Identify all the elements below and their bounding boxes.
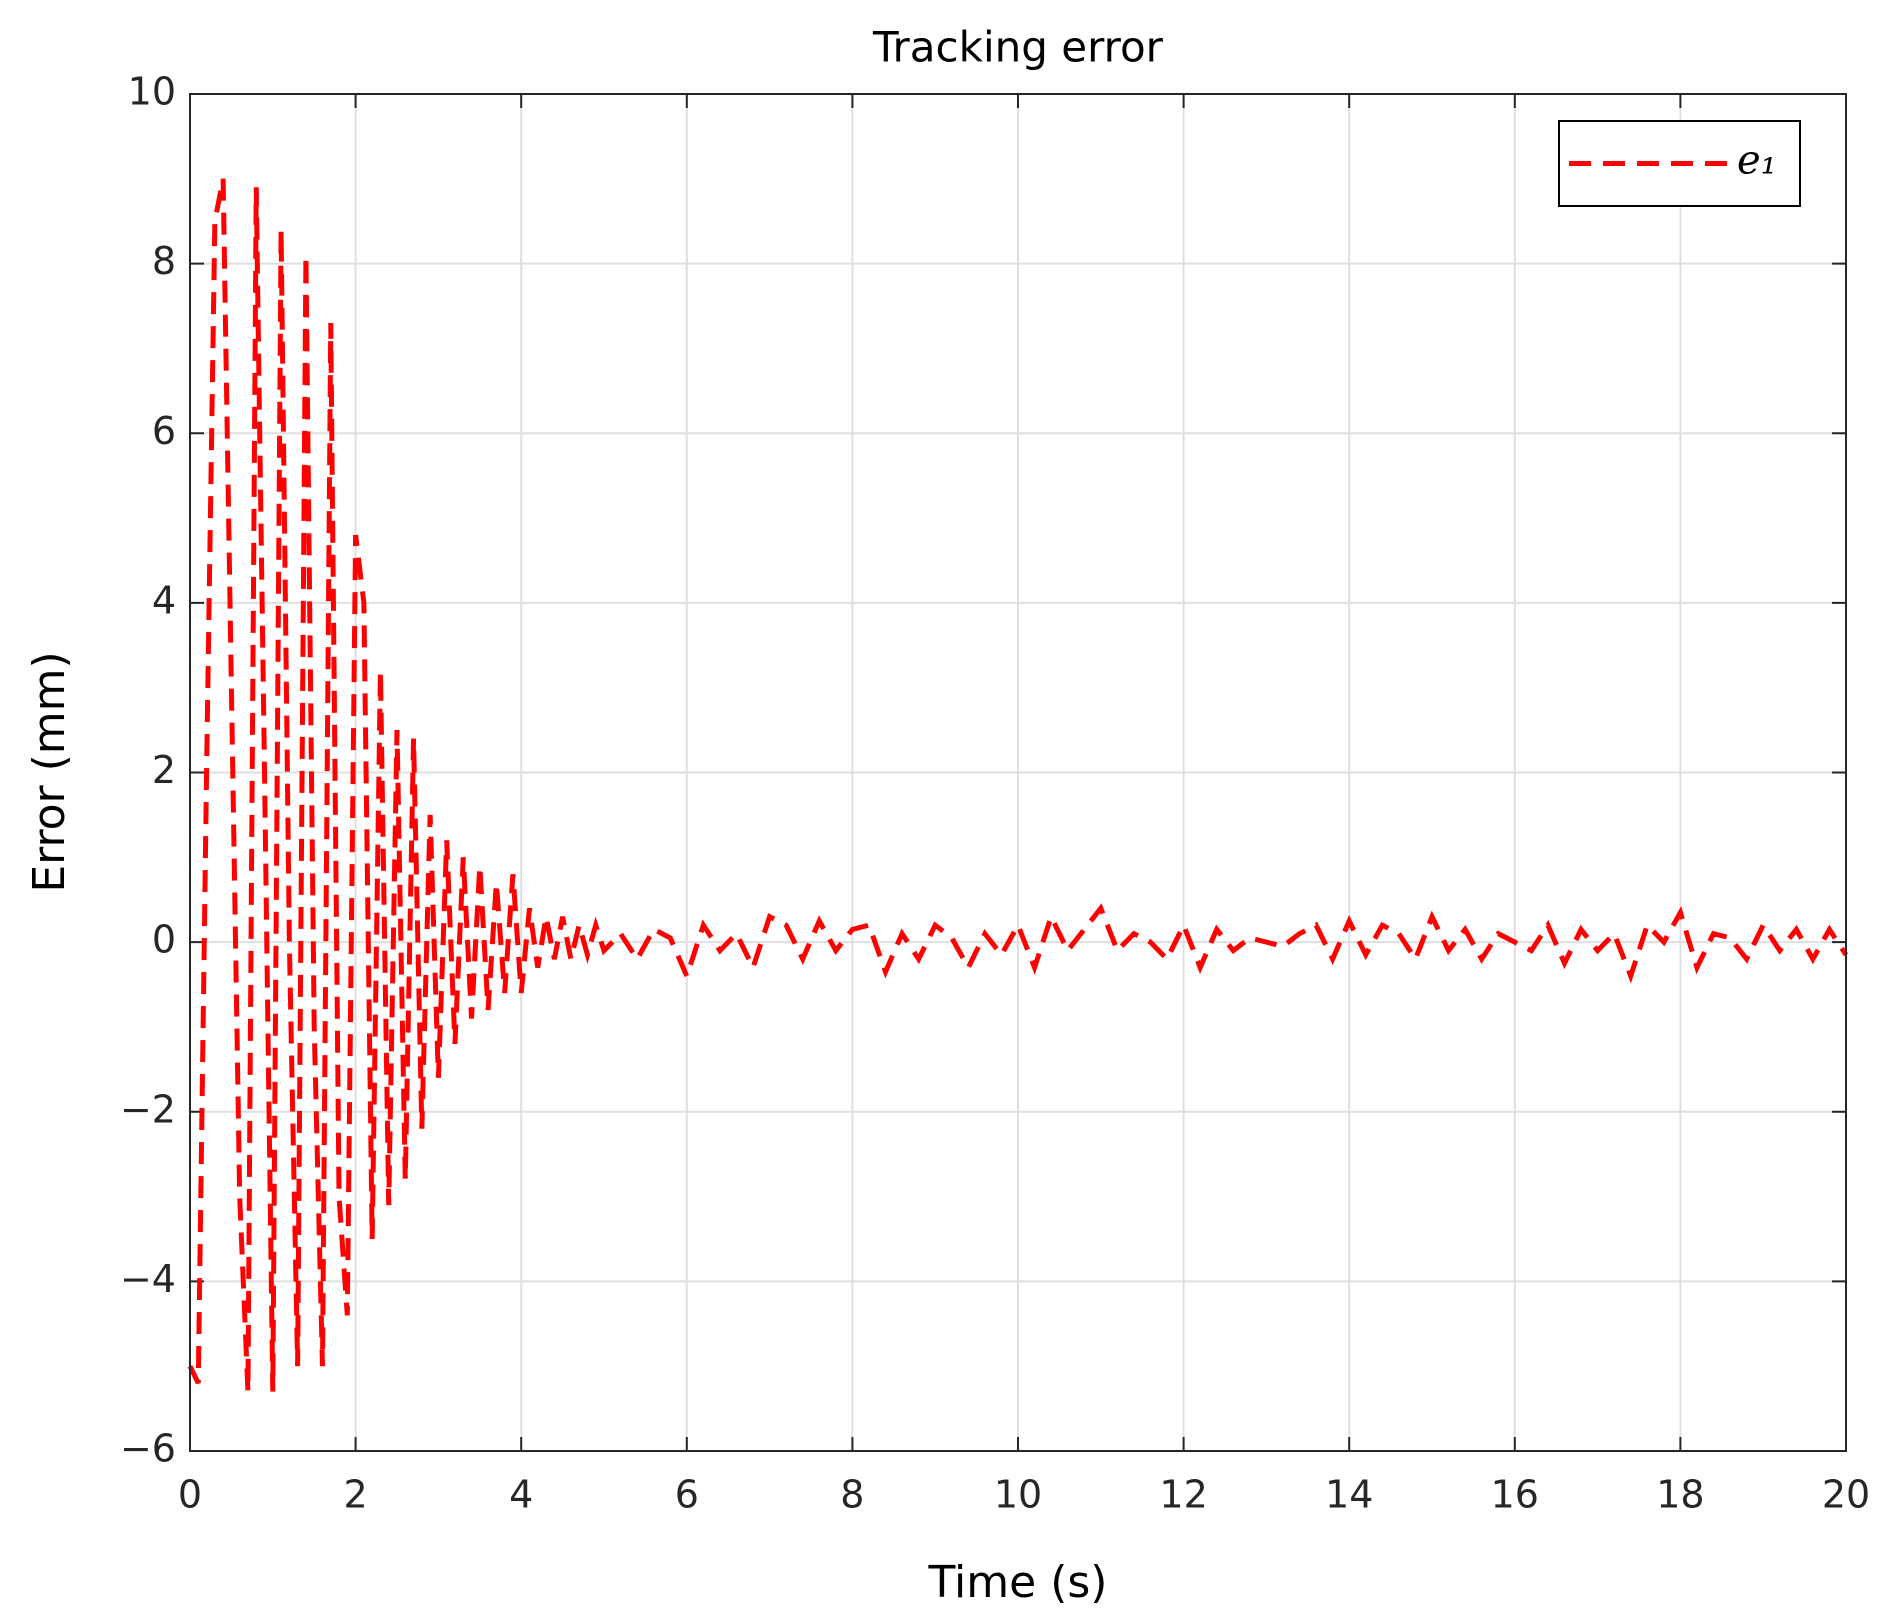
x-tick-label: 0 <box>178 1473 202 1517</box>
y-tick-label: 10 <box>128 70 176 114</box>
x-tick-label: 6 <box>675 1473 699 1517</box>
y-tick-label: −2 <box>120 1087 176 1131</box>
axes-box <box>189 93 1847 1452</box>
x-axis-label: Time (s) <box>928 1557 1108 1608</box>
x-tick-label: 4 <box>509 1473 533 1517</box>
x-tick-label: 12 <box>1159 1473 1207 1517</box>
legend-label: e₁ <box>1737 138 1777 184</box>
y-axis-label: Error (mm) <box>24 651 75 892</box>
x-tick-label: 2 <box>344 1473 368 1517</box>
y-tick-label: −6 <box>120 1427 176 1471</box>
x-tick-label: 16 <box>1491 1473 1539 1517</box>
chart-title: Tracking error <box>872 23 1164 72</box>
y-tick-label: 6 <box>152 409 176 453</box>
data-line <box>187 178 1849 1392</box>
x-tick-label: 20 <box>1822 1473 1870 1517</box>
y-tick-label: 4 <box>152 578 176 622</box>
y-tick-label: −4 <box>120 1257 176 1301</box>
y-tick-label: 0 <box>152 918 176 962</box>
x-tick-label: 8 <box>840 1473 864 1517</box>
x-tick-label: 14 <box>1325 1473 1373 1517</box>
x-tick-label: 18 <box>1656 1473 1704 1517</box>
x-tick-label: 10 <box>994 1473 1042 1517</box>
y-tick-label: 8 <box>152 239 176 283</box>
y-tick-label: 2 <box>152 748 176 792</box>
